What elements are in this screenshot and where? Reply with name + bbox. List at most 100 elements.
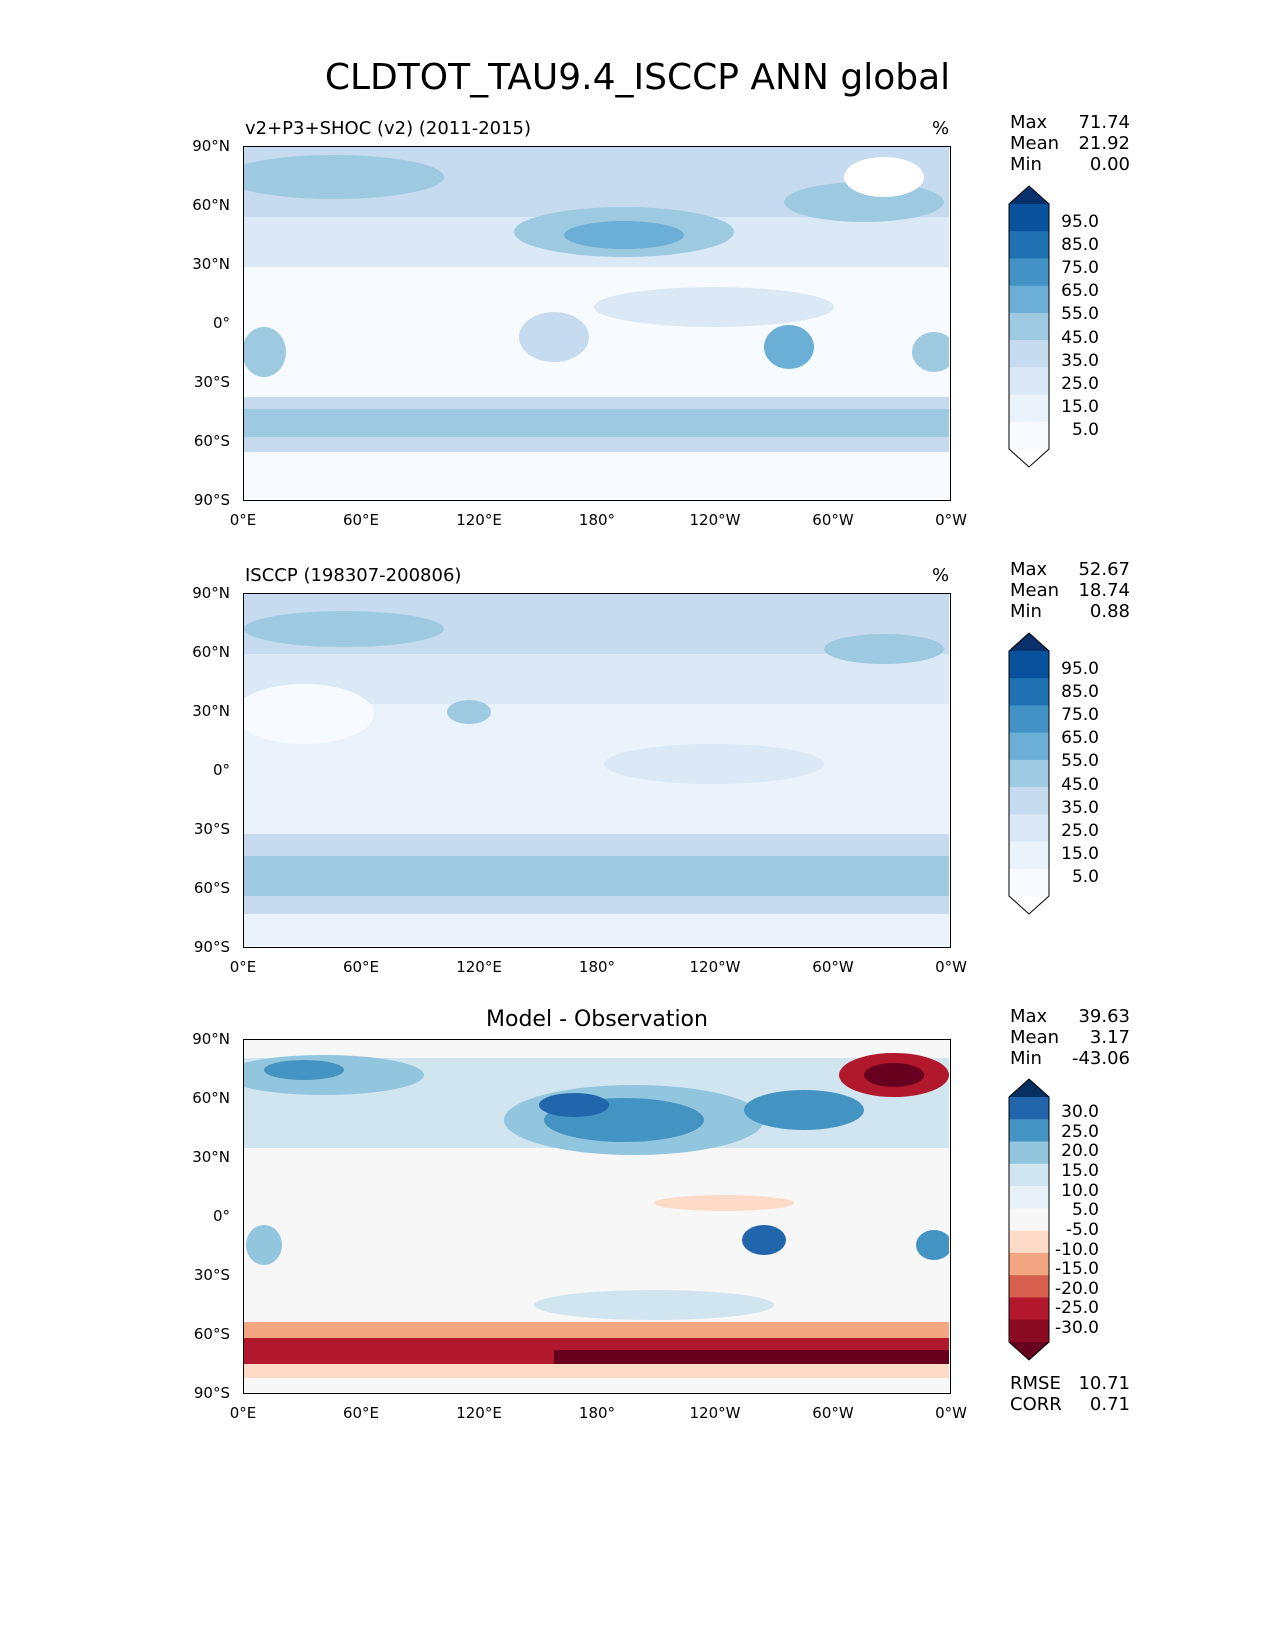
lat-tick: 0° bbox=[212, 314, 230, 332]
colorbar-segment bbox=[1009, 394, 1049, 423]
panel-2-map bbox=[243, 593, 951, 948]
colorbar-segment bbox=[1009, 651, 1049, 679]
colorbar-label: 45.0 bbox=[1061, 775, 1099, 795]
colorbar-label: 15.0 bbox=[1061, 844, 1099, 864]
lon-tick: 180° bbox=[578, 958, 616, 976]
colorbar-segment bbox=[1009, 787, 1049, 815]
lon-tick: 60°W bbox=[812, 1404, 854, 1422]
colorbar-label: 25.0 bbox=[1061, 1122, 1099, 1142]
colorbar-segment bbox=[1009, 285, 1049, 314]
lon-tick: 0°E bbox=[229, 958, 257, 976]
lon-tick: 180° bbox=[578, 511, 616, 529]
panel-1-units: % bbox=[932, 118, 950, 139]
lon-tick: 60°E bbox=[342, 958, 380, 976]
lat-tick: 90°N bbox=[192, 584, 230, 602]
lat-tick: 30°S bbox=[193, 373, 230, 391]
colorbar-segment bbox=[1009, 678, 1049, 706]
panel-2-mean-value: 18.74 bbox=[1078, 580, 1130, 601]
panel-1-max-label: Max bbox=[1010, 112, 1048, 133]
colorbar-label: 15.0 bbox=[1061, 397, 1099, 417]
lon-tick: 120°E bbox=[456, 511, 502, 529]
rmse-label: RMSE bbox=[1010, 1373, 1061, 1394]
panel-3-mean-label: Mean bbox=[1010, 1027, 1060, 1048]
lat-tick: 90°N bbox=[192, 1030, 230, 1048]
colorbar-label: -25.0 bbox=[1055, 1298, 1099, 1318]
panel-2-min-value: 0.88 bbox=[1089, 601, 1130, 622]
lon-tick: 0°W bbox=[935, 958, 967, 976]
colorbar-segment bbox=[1009, 1319, 1049, 1343]
colorbar-label: 75.0 bbox=[1061, 705, 1099, 725]
colorbar-label: 25.0 bbox=[1061, 374, 1099, 394]
colorbar-label: 65.0 bbox=[1061, 728, 1099, 748]
colorbar-label: 35.0 bbox=[1061, 351, 1099, 371]
colorbar-label: 20.0 bbox=[1061, 1141, 1099, 1161]
lat-tick: 90°S bbox=[193, 1384, 230, 1402]
colorbar-segment bbox=[1009, 759, 1049, 788]
panel-3-colorbar-svg bbox=[1008, 1078, 1050, 1361]
colorbar-outline bbox=[1008, 185, 1050, 468]
panel-2-min-label: Min bbox=[1010, 601, 1042, 622]
colorbar-label: 95.0 bbox=[1061, 659, 1099, 679]
lat-tick: 30°N bbox=[192, 255, 230, 273]
panel-2-colorbar-svg bbox=[1008, 632, 1050, 915]
colorbar-label: 75.0 bbox=[1061, 258, 1099, 278]
lat-tick: 30°N bbox=[192, 1148, 230, 1166]
lat-tick: 60°N bbox=[192, 196, 230, 214]
lat-tick: 60°S bbox=[193, 432, 230, 450]
colorbar-label: -15.0 bbox=[1055, 1259, 1099, 1279]
colorbar-segment bbox=[1009, 1163, 1049, 1187]
panel-1-mean-label: Mean bbox=[1010, 133, 1060, 154]
lon-tick: 0°E bbox=[229, 511, 257, 529]
colorbar-segment bbox=[1009, 231, 1049, 259]
colorbar-label: 85.0 bbox=[1061, 235, 1099, 255]
colorbar-extend-top bbox=[1009, 1079, 1049, 1097]
colorbar-segment bbox=[1009, 421, 1049, 450]
colorbar-label: 15.0 bbox=[1061, 1161, 1099, 1181]
lat-tick: 90°N bbox=[192, 137, 230, 155]
colorbar-segment bbox=[1009, 1119, 1049, 1143]
corr-value: 0.71 bbox=[1089, 1394, 1130, 1415]
panel-1-title: v2+P3+SHOC (v2) (2011-2015) bbox=[245, 118, 532, 139]
panel-2-field bbox=[244, 594, 949, 946]
lon-tick: 60°W bbox=[812, 958, 854, 976]
colorbar-segment bbox=[1009, 204, 1049, 232]
figure-title: CLDTOT_TAU9.4_ISCCP ANN global bbox=[324, 57, 951, 98]
panel-3-field bbox=[244, 1040, 949, 1392]
lon-tick: 60°E bbox=[342, 511, 380, 529]
colorbar-label: 5.0 bbox=[1071, 1200, 1099, 1220]
lat-tick: 60°S bbox=[193, 1325, 230, 1343]
panel-1-colorbar-svg bbox=[1008, 185, 1050, 468]
colorbar-extend-bottom bbox=[1009, 896, 1049, 914]
panel-1-mean-value: 21.92 bbox=[1078, 133, 1130, 154]
colorbar-segment bbox=[1009, 814, 1049, 843]
colorbar-label: 30.0 bbox=[1061, 1102, 1099, 1122]
colorbar-label: -5.0 bbox=[1065, 1220, 1099, 1240]
colorbar-label: 65.0 bbox=[1061, 281, 1099, 301]
colorbar-label: 55.0 bbox=[1061, 751, 1099, 771]
colorbar-segment bbox=[1009, 841, 1049, 870]
panel-2-max-label: Max bbox=[1010, 559, 1048, 580]
colorbar-segment bbox=[1009, 258, 1049, 287]
colorbar-label: -20.0 bbox=[1055, 1279, 1099, 1299]
lat-tick: 30°S bbox=[193, 1266, 230, 1284]
panel-3-max-value: 39.63 bbox=[1078, 1006, 1130, 1027]
lon-tick: 60°E bbox=[342, 1404, 380, 1422]
panel-2-colorbar bbox=[1008, 632, 1050, 915]
colorbar-label: 5.0 bbox=[1071, 420, 1099, 440]
colorbar-segment bbox=[1009, 705, 1049, 734]
lon-tick: 120°W bbox=[689, 1404, 741, 1422]
panel-1-max-value: 71.74 bbox=[1078, 112, 1130, 133]
colorbar-label: 85.0 bbox=[1061, 682, 1099, 702]
colorbar-segment bbox=[1009, 732, 1049, 761]
colorbar-extend-top bbox=[1009, 633, 1049, 651]
panel-3-min-value: -43.06 bbox=[1071, 1048, 1130, 1069]
panel-3-colorbar bbox=[1008, 1078, 1050, 1361]
lat-tick: 90°S bbox=[193, 938, 230, 956]
colorbar-segment bbox=[1009, 367, 1049, 396]
panel-2-max-value: 52.67 bbox=[1078, 559, 1130, 580]
panel-2-mean-label: Mean bbox=[1010, 580, 1060, 601]
panel-3-max-label: Max bbox=[1010, 1006, 1048, 1027]
panel-2-title: ISCCP (198307-200806) bbox=[245, 565, 462, 586]
lon-tick: 120°E bbox=[456, 1404, 502, 1422]
colorbar-label: -30.0 bbox=[1055, 1318, 1099, 1338]
